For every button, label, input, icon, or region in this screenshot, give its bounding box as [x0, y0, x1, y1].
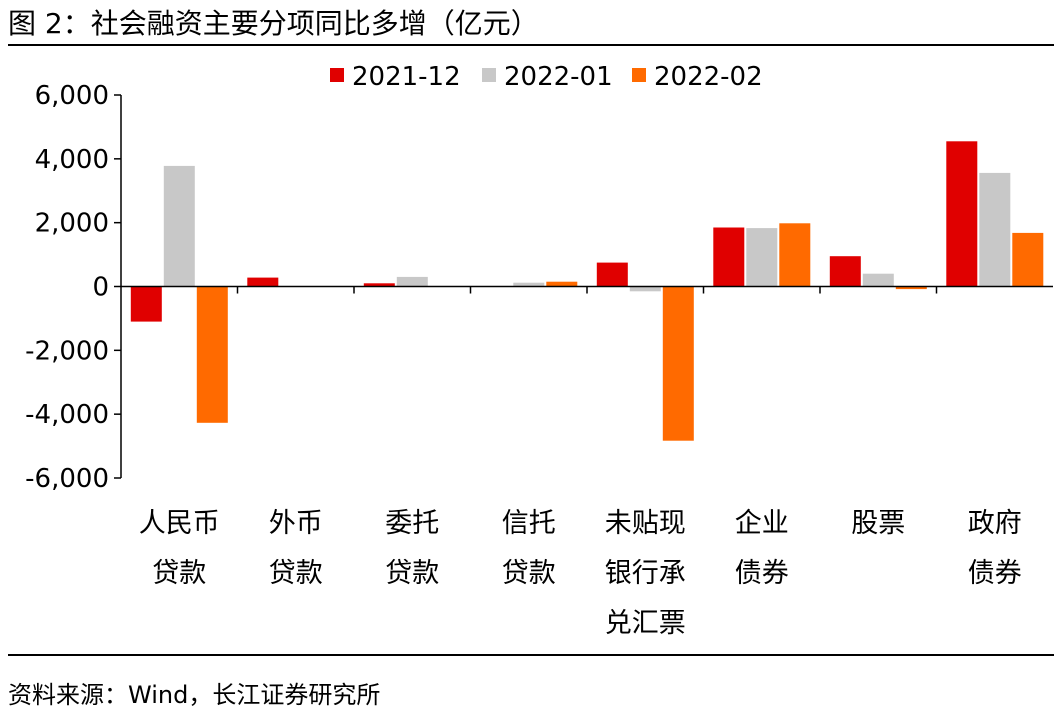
top-rule: [8, 44, 1054, 46]
category-label: 信托: [502, 508, 556, 539]
category-label: 债券: [968, 558, 1022, 589]
bar-chart: 2021-12 2022-01 2022-02 6,000 4,000 2,000 0 -2…: [25, 62, 1053, 639]
bar-2022-01-cat-6: [862, 273, 894, 287]
bar-2022-01-cat-0: [163, 165, 195, 287]
y-tick-label: 4,000: [35, 145, 109, 175]
y-tick-label: -4,000: [25, 400, 109, 430]
legend-swatch: [482, 68, 496, 82]
category-label: 贷款: [269, 558, 323, 589]
y-tick-label: -2,000: [25, 336, 109, 366]
y-tick-label: 6,000: [35, 81, 109, 111]
category-label: 兑汇票: [605, 608, 686, 639]
bar-2022-01-cat-2: [396, 276, 428, 287]
legend-label: 2022-01: [504, 62, 613, 92]
bar-2022-01-cat-3: [513, 282, 545, 287]
figure-title: 图 2：社会融资主要分项同比多增（亿元）: [8, 7, 539, 40]
bar-2022-02-cat-6: [895, 286, 927, 290]
category-label: 贷款: [502, 558, 556, 589]
figure-source: 资料来源：Wind，长江证券研究所: [8, 681, 381, 709]
legend-swatch: [632, 68, 646, 82]
category-label: 未贴现: [605, 508, 686, 539]
legend-label: 2022-02: [654, 62, 763, 92]
category-label: 贷款: [152, 558, 206, 589]
category-label: 政府: [968, 508, 1022, 539]
bar-2022-02-cat-4: [662, 286, 694, 441]
category-label: 债券: [735, 558, 789, 589]
category-label: 贷款: [385, 558, 439, 589]
bar-2021-12-cat-1: [247, 277, 279, 287]
bottom-rule: [8, 654, 1054, 656]
bar-2021-12-cat-2: [363, 283, 395, 287]
bar-2022-01-cat-5: [746, 228, 778, 287]
category-label: 银行承: [605, 558, 686, 589]
bars-layer: [130, 141, 1044, 441]
bar-2022-02-cat-3: [546, 281, 578, 287]
category-label: 企业: [735, 508, 789, 539]
category-label: 外币: [269, 508, 323, 539]
bar-2021-12-cat-7: [946, 141, 978, 287]
bar-2022-02-cat-0: [196, 286, 228, 423]
y-tick-label: 0: [92, 273, 109, 303]
bar-2021-12-cat-5: [713, 227, 745, 287]
category-label: 股票: [851, 508, 905, 539]
legend: 2021-12 2022-01 2022-02: [330, 62, 763, 92]
legend-label: 2021-12: [352, 62, 461, 92]
category-label: 人民币: [139, 508, 220, 539]
bar-2022-02-cat-7: [1012, 232, 1044, 287]
bar-2022-01-cat-7: [979, 172, 1011, 287]
bar-2022-01-cat-4: [629, 286, 661, 292]
bar-2021-12-cat-0: [130, 286, 162, 322]
bar-2021-12-cat-4: [596, 262, 628, 287]
legend-swatch: [330, 68, 344, 82]
y-tick-label: -6,000: [25, 464, 109, 494]
bar-2021-12-cat-6: [829, 256, 861, 287]
y-tick-label: 2,000: [35, 209, 109, 239]
bar-2022-02-cat-5: [779, 223, 811, 287]
category-label: 委托: [385, 508, 439, 539]
